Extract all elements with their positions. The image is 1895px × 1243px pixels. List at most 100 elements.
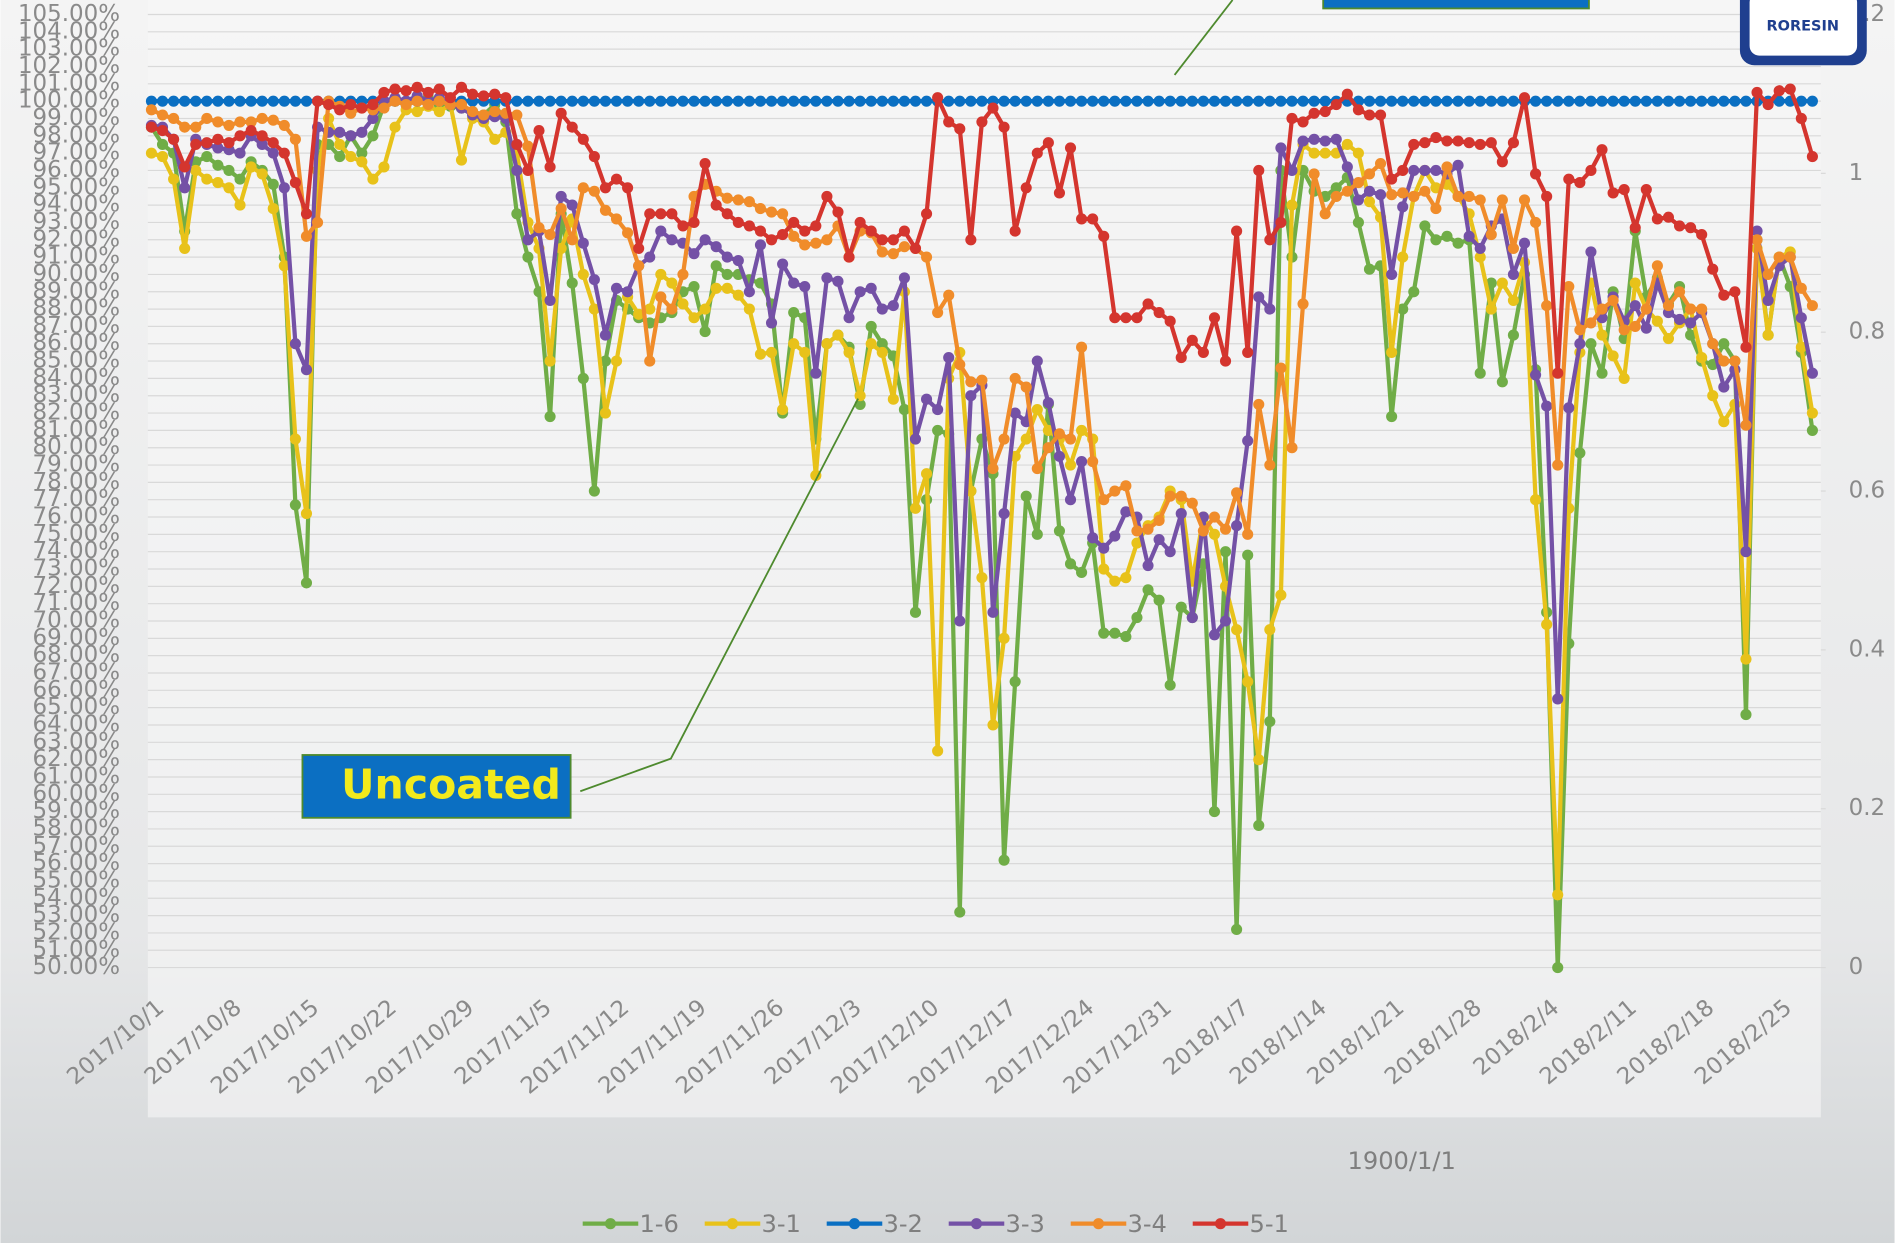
data-point [367,130,379,142]
data-point [444,92,456,104]
data-point [1341,88,1353,100]
data-point [743,286,755,298]
data-point [865,320,877,332]
data-point [743,196,755,208]
data-point [1131,525,1143,537]
data-point [943,116,955,128]
legend-label: 3-1 [761,1210,800,1238]
data-point [921,468,933,480]
data-point [400,99,412,111]
data-point [1673,95,1686,107]
data-point [1441,135,1453,147]
data-point [1474,95,1486,107]
y-tick-label: 101.00% [18,70,120,96]
legend-marker [848,1218,861,1230]
data-point [743,95,755,107]
data-point [278,182,290,194]
x-axis-label: 1900/1/1 [1347,1147,1455,1175]
data-point [1596,303,1608,315]
data-point [688,248,700,260]
data-point [245,161,257,173]
data-point [965,390,977,402]
data-point [1784,83,1796,95]
data-point [1286,164,1298,177]
data-point [256,112,268,125]
data-point [1020,433,1032,445]
data-point [1352,177,1364,189]
y-tick-label: 56.00% [33,850,120,876]
legend-marker [726,1218,739,1230]
legend-label: 5-1 [1249,1210,1288,1238]
data-point [1186,497,1198,509]
data-point [821,95,833,107]
y2-tick-label: 0.6 [1849,478,1885,504]
data-point [1120,572,1132,584]
data-point [1109,575,1121,587]
data-point [943,289,955,301]
data-point [1552,889,1564,901]
data-point [422,86,434,99]
data-point [588,151,600,163]
data-point [1740,95,1752,107]
data-point [998,854,1010,866]
data-point [566,234,578,246]
data-point [145,104,158,116]
data-point [201,137,213,149]
data-point [267,95,279,107]
data-point [655,268,667,280]
data-point [633,242,645,254]
data-point [622,182,634,194]
data-point [610,173,623,185]
data-point [898,404,910,416]
data-point [1109,627,1121,639]
data-point [1297,298,1309,310]
data-point [1640,183,1652,196]
data-point [821,338,833,350]
data-point [1552,459,1564,471]
data-point [1452,135,1464,147]
data-point [998,121,1010,133]
data-point [655,291,667,303]
data-point [655,225,667,237]
data-point [666,95,678,107]
data-point [1806,407,1818,419]
data-point [1530,369,1542,381]
data-point [1530,168,1542,180]
data-point [1496,156,1508,168]
data-point [1319,135,1331,147]
data-point [655,208,667,220]
data-point [566,121,578,133]
data-point [1485,137,1497,149]
data-point [278,119,290,131]
data-point [921,251,933,263]
data-point [345,151,357,163]
data-point [1707,263,1719,275]
data-point [1530,494,1542,506]
data-point [411,95,423,107]
data-point [1629,320,1641,332]
data-point [289,95,301,107]
data-point [865,282,877,294]
data-point [810,95,822,107]
data-point [1574,447,1586,459]
data-point [1729,95,1741,107]
data-point [367,173,379,185]
data-point [865,95,877,107]
data-point [765,346,778,358]
data-point [1397,251,1409,263]
data-point [1219,615,1232,627]
legend: 1-6 3-1 3-2 3-3 3-4 5-1 [582,1210,1289,1238]
data-point [1253,754,1265,766]
data-point [278,147,290,159]
data-point [1352,216,1364,228]
data-point [522,164,534,177]
data-point [644,355,656,367]
data-point [1042,424,1054,436]
data-point [1806,151,1818,163]
data-point [389,95,401,107]
data-point [489,88,501,100]
data-point [843,251,855,263]
data-point [1518,194,1531,206]
data-point [1640,303,1652,315]
